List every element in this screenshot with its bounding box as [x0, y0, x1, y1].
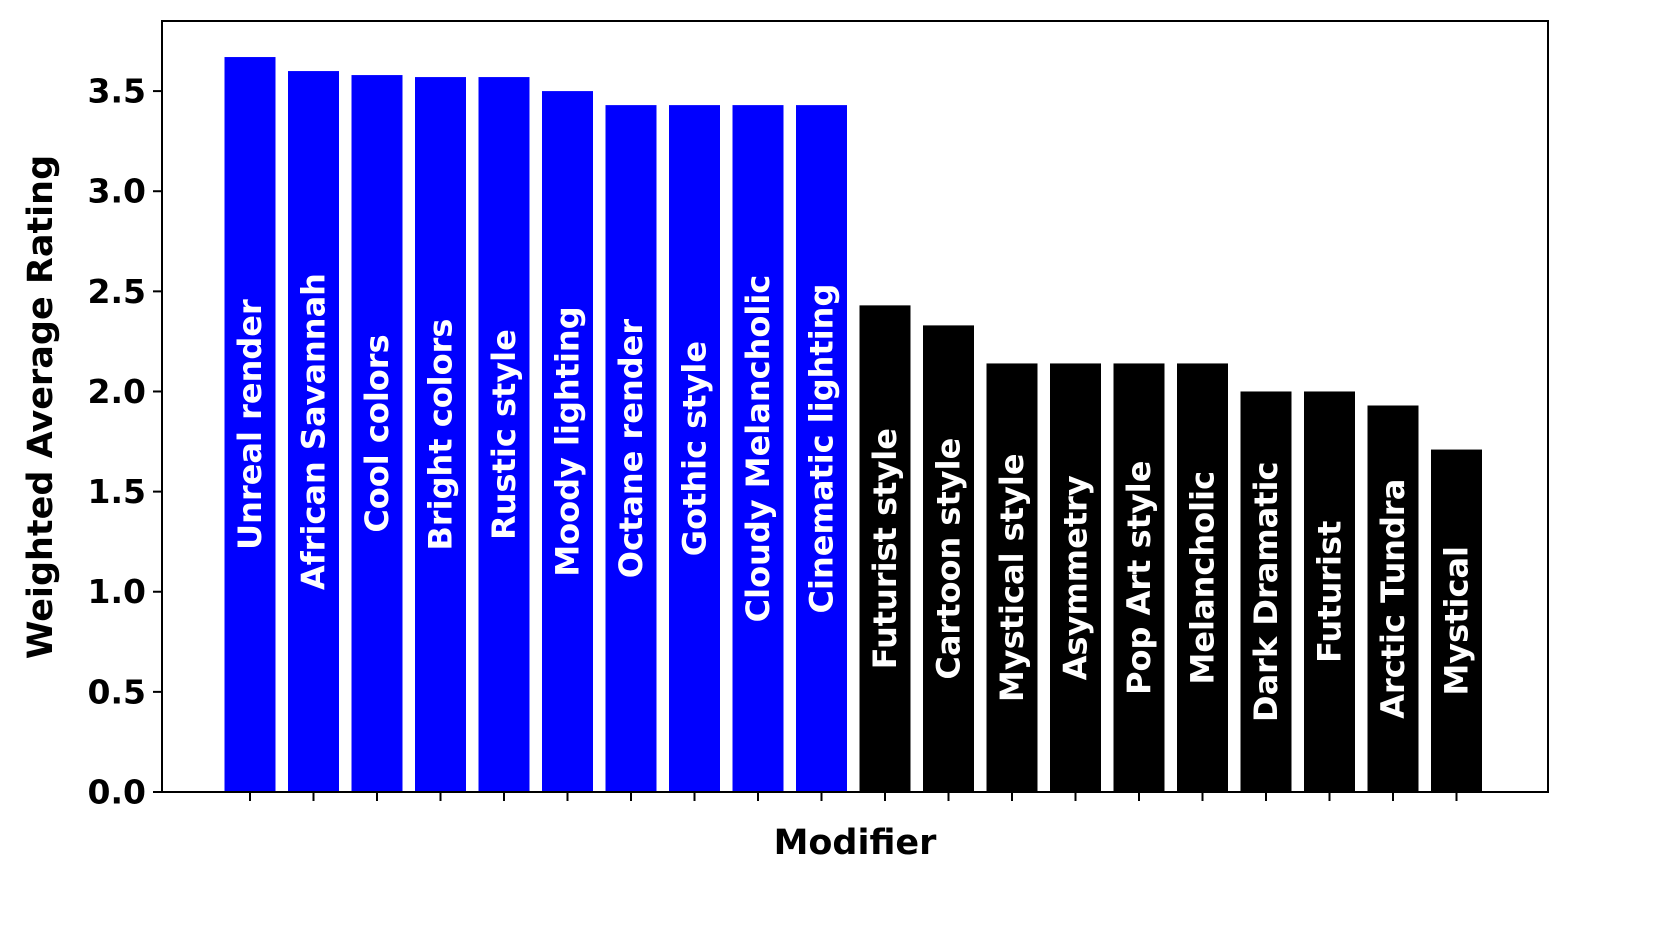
bar: [1240, 391, 1292, 792]
bar-label: Rustic style: [485, 329, 523, 540]
bar-label: Bright colors: [422, 319, 460, 551]
bar-label: African Savannah: [295, 273, 333, 590]
bars-layer: [224, 57, 1482, 793]
bar: [732, 105, 784, 793]
bar-label: Moody lighting: [549, 306, 587, 576]
bar: [859, 305, 911, 792]
bar-label: Melancholic: [1184, 471, 1222, 685]
y-tick-label: 0.5: [88, 672, 146, 711]
bar-label: Futurist style: [866, 428, 904, 669]
x-axis-label: Modifier: [774, 823, 938, 863]
y-tick-label: 1.0: [88, 572, 146, 611]
bar: [796, 105, 847, 793]
y-tick-label: 2.5: [88, 272, 146, 311]
bar: [224, 57, 276, 792]
bar-label: Arctic Tundra: [1374, 479, 1412, 719]
bar: [1304, 391, 1355, 792]
y-ticks-layer: 0.0 0.5 1.0 1.5 2.0 2.5 3.0 3.5: [88, 72, 162, 812]
bar: [1113, 363, 1165, 792]
bar-label: Asymmetry: [1057, 475, 1095, 680]
bar: [605, 105, 657, 793]
bar-label: Octane render: [612, 319, 650, 579]
bar-label: Cool colors: [358, 334, 396, 532]
bar: [669, 105, 720, 793]
y-tick-label: 2.0: [88, 372, 146, 411]
bar-label: Gothic style: [676, 341, 714, 556]
bar-label: Dark Dramatic: [1247, 462, 1285, 722]
bar-labels-layer: Unreal render African Savannah Cool colors…: [231, 273, 1476, 722]
bar-label: Mystical style: [993, 453, 1031, 702]
bar-label: Cartoon style: [930, 438, 968, 680]
bar: [1367, 405, 1419, 792]
bar-label: Mystical: [1438, 546, 1476, 696]
y-tick-label: 1.5: [88, 472, 146, 511]
bar: [1050, 363, 1101, 792]
bar-label: Unreal render: [231, 299, 269, 550]
bar: [1177, 363, 1228, 792]
y-tick-label: 0.0: [88, 773, 146, 812]
bar-label: Futurist: [1311, 521, 1349, 663]
x-ticks-layer: [249, 792, 1458, 801]
bar: [923, 325, 974, 792]
bar: [986, 363, 1038, 792]
bar: [415, 77, 466, 792]
bar: [288, 71, 339, 792]
bar-label: Cloudy Melancholic: [739, 275, 777, 623]
bar-label: Pop Art style: [1120, 461, 1158, 695]
y-tick-label: 3.5: [88, 72, 146, 111]
bar: [351, 75, 403, 792]
bar: [478, 77, 530, 792]
y-tick-label: 3.0: [88, 172, 146, 211]
plot-frame: [161, 20, 1549, 793]
y-axis-label: Weighted Average Rating: [21, 155, 61, 659]
bar: [1431, 449, 1482, 792]
bar-label: Cinematic lighting: [803, 284, 841, 614]
bar: [542, 91, 593, 792]
